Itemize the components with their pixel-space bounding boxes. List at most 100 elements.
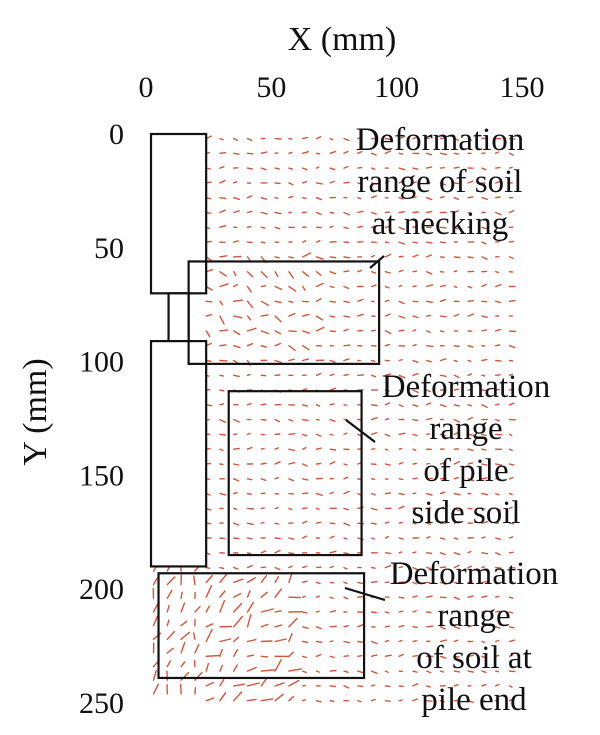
vector xyxy=(246,241,253,244)
vector xyxy=(398,284,403,288)
vector xyxy=(495,283,502,288)
vector xyxy=(274,285,283,291)
vector xyxy=(246,446,253,450)
pile-outline xyxy=(149,132,208,568)
vector xyxy=(412,181,417,184)
vector xyxy=(302,418,309,422)
vector xyxy=(453,256,461,259)
x-axis-title: X (mm) xyxy=(288,21,397,58)
vector xyxy=(288,552,295,555)
vector xyxy=(219,537,225,540)
vector xyxy=(205,330,211,338)
vector xyxy=(370,284,377,288)
vector xyxy=(412,551,417,554)
vector xyxy=(426,670,432,674)
vector xyxy=(426,345,434,348)
vector xyxy=(302,330,311,334)
vector xyxy=(357,269,363,273)
vector xyxy=(274,566,281,571)
vector xyxy=(302,580,308,584)
vector xyxy=(453,670,461,673)
vector xyxy=(453,610,458,613)
vector xyxy=(453,285,458,288)
vector xyxy=(453,182,459,185)
vector xyxy=(329,625,337,628)
vector xyxy=(152,661,159,668)
vector xyxy=(370,211,377,215)
vector xyxy=(467,670,475,673)
vector xyxy=(329,596,334,600)
vector xyxy=(260,608,274,613)
vector xyxy=(302,446,307,450)
vector xyxy=(315,670,320,673)
vector xyxy=(495,196,501,199)
vector xyxy=(467,625,473,628)
vector xyxy=(274,167,280,170)
vector xyxy=(302,565,308,569)
vector xyxy=(508,256,514,260)
vector xyxy=(508,654,514,657)
vector xyxy=(343,150,349,155)
vector xyxy=(481,329,488,332)
vector xyxy=(302,285,306,291)
vector xyxy=(219,271,227,277)
vector xyxy=(508,330,516,333)
vector xyxy=(274,447,279,450)
vector xyxy=(398,581,405,584)
vector xyxy=(412,167,419,170)
axes: X (mm) Y (mm) 0 50 100 150 0 50 100 150 200 250 xyxy=(17,21,545,720)
vector xyxy=(426,552,433,554)
vector xyxy=(398,461,404,465)
vector xyxy=(398,699,403,702)
vector xyxy=(329,550,337,554)
vector xyxy=(357,137,363,140)
vector xyxy=(152,603,159,613)
vector xyxy=(481,358,488,362)
vector xyxy=(481,640,486,643)
vector xyxy=(481,433,487,437)
vector xyxy=(232,330,241,336)
vector xyxy=(398,255,404,258)
vector xyxy=(370,359,376,362)
vector xyxy=(315,211,322,216)
vector xyxy=(508,611,514,614)
vector xyxy=(343,165,349,169)
vector xyxy=(260,447,265,450)
vector xyxy=(426,536,431,539)
vector xyxy=(302,520,308,524)
vector xyxy=(370,670,378,674)
vector xyxy=(260,226,266,229)
vector xyxy=(288,151,293,155)
vector xyxy=(180,591,183,599)
vector xyxy=(384,299,390,302)
vector xyxy=(398,374,406,379)
vector xyxy=(384,552,392,555)
vector xyxy=(508,166,513,169)
vector xyxy=(495,477,500,480)
vector xyxy=(398,152,404,155)
vector xyxy=(453,345,460,348)
vector xyxy=(232,578,244,584)
vector xyxy=(315,581,321,585)
vector xyxy=(412,655,418,657)
vector xyxy=(219,638,232,643)
vector xyxy=(152,615,159,627)
vector xyxy=(260,271,268,279)
vector xyxy=(370,492,376,496)
vector xyxy=(246,682,260,687)
vector xyxy=(453,655,460,658)
vector xyxy=(302,463,308,467)
vector xyxy=(343,581,348,584)
vector xyxy=(370,167,376,171)
vector xyxy=(412,522,417,525)
vector xyxy=(439,358,447,362)
vector xyxy=(384,150,392,155)
vector xyxy=(274,658,282,672)
vector xyxy=(439,477,447,480)
vector xyxy=(232,664,238,672)
vector xyxy=(219,137,224,141)
vector xyxy=(329,211,335,214)
vector xyxy=(152,669,158,681)
vector xyxy=(426,522,431,525)
vector xyxy=(274,300,282,304)
